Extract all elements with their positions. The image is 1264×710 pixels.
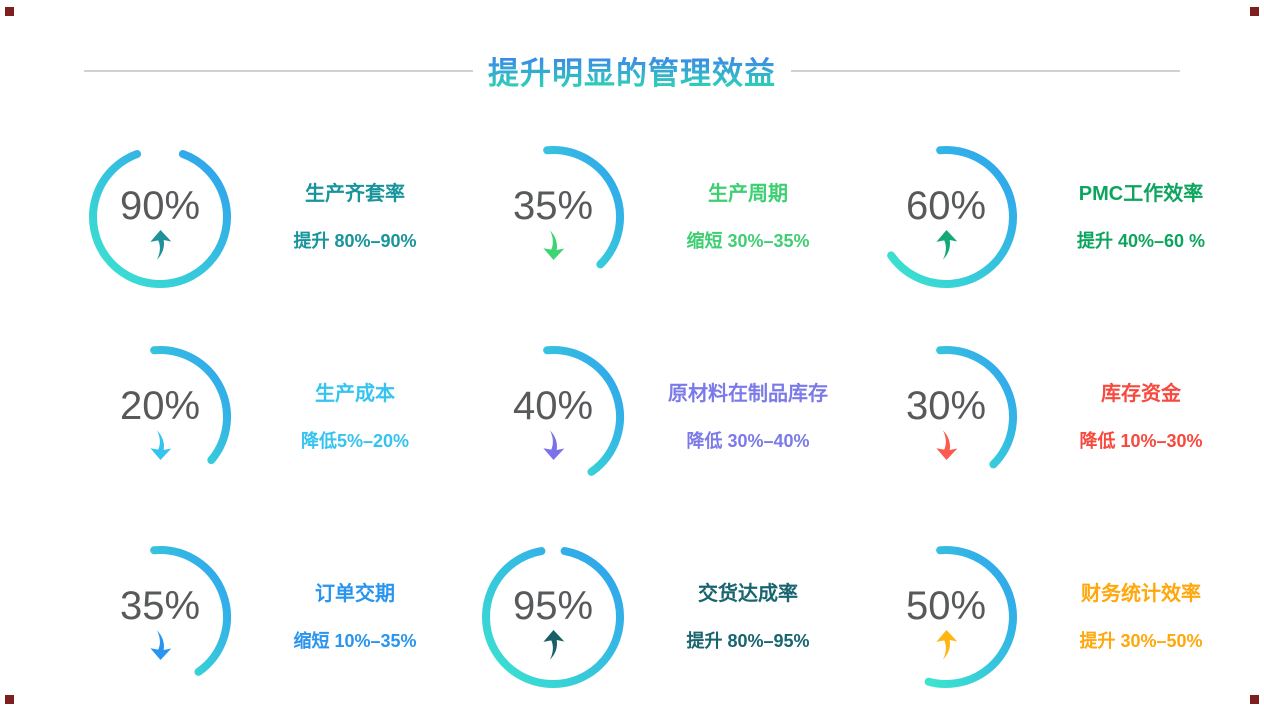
gauge-circle: 50% (871, 542, 1021, 692)
percent-value: 60% (905, 184, 987, 228)
gauge-circle: 20% (85, 342, 235, 492)
trend-down-arrow-icon (542, 230, 564, 260)
gauge-ring (482, 547, 624, 688)
gauge-card: 90% 生产齐套率 提升 80%–90% (85, 117, 478, 317)
gauge-ring (543, 146, 625, 269)
gauge-inner: 60% (871, 142, 1021, 292)
gauge-meta: 生产周期 缩短 30%–35% (648, 183, 848, 252)
gauge-meta: 生产齐套率 提升 80%–90% (255, 183, 455, 252)
metric-title: 生产成本 (315, 382, 395, 405)
trend-down-arrow-icon (542, 430, 564, 460)
gauge-ring (936, 346, 1018, 469)
percent-value: 30% (905, 384, 987, 428)
gauge-inner: 35% (85, 542, 235, 692)
gauge-meta: 交货达成率 提升 80%–95% (648, 583, 848, 652)
metric-range: 提升 80%–90% (293, 230, 417, 251)
percent-value: 90% (119, 184, 201, 228)
percent-value: 50% (905, 584, 987, 628)
metric-range: 降低 30%–40% (686, 430, 810, 451)
gauge-ring (150, 346, 231, 465)
gauge-inner: 50% (871, 542, 1021, 692)
gauge-inner: 40% (478, 342, 628, 492)
gauge-meta: 原材料在制品库存 降低 30%–40% (648, 383, 848, 452)
gauge-grid: 90% 生产齐套率 提升 80%–90% (85, 117, 1264, 710)
metric-range: 降低5%–20% (300, 430, 410, 451)
gauge-meta: 订单交期 缩短 10%–35% (255, 583, 455, 652)
percent-value: 35% (512, 184, 594, 228)
gauge-circle: 35% (478, 142, 628, 292)
trend-down-arrow-icon (149, 430, 171, 460)
metric-range: 提升 80%–95% (686, 630, 810, 651)
gauge-card: 35% 生产周期 缩短 30%–35% (478, 117, 871, 317)
gauge-card: 35% 订单交期 缩短 10%–35% (85, 517, 478, 710)
gauge-card: 20% 生产成本 降低5%–20% (85, 317, 478, 517)
gauge-circle: 60% (871, 142, 1021, 292)
gauge-meta: 生产成本 降低5%–20% (255, 383, 455, 452)
gauge-card: 50% 财务统计效率 提升 30%–50% (871, 517, 1264, 710)
gauge-inner: 35% (478, 142, 628, 292)
gauge-circle: 95% (478, 542, 628, 692)
gauge-inner: 95% (478, 542, 628, 692)
gauge-card: 30% 库存资金 降低 10%–30% (871, 317, 1264, 517)
metric-title: PMC工作效率 (1078, 182, 1204, 205)
percent-value: 35% (119, 584, 201, 628)
metric-title: 库存资金 (1101, 382, 1181, 405)
title-divider-right (791, 69, 1180, 72)
gauge-circle: 30% (871, 342, 1021, 492)
gauge-ring (543, 346, 624, 476)
corner-mark (5, 7, 14, 16)
header: 提升明显的管理效益 (84, 48, 1180, 93)
gauge-meta: 库存资金 降低 10%–30% (1041, 383, 1241, 452)
gauge-ring (887, 146, 1017, 288)
gauge-card: 40% 原材料在制品库存 降低 30%–40% (478, 317, 871, 517)
gauge-inner: 20% (85, 342, 235, 492)
title-divider-left (84, 69, 473, 72)
gauge-circle: 90% (85, 142, 235, 292)
percent-value: 40% (512, 384, 594, 428)
gauge-inner: 30% (871, 342, 1021, 492)
trend-up-arrow-icon (935, 230, 957, 260)
corner-mark (1250, 7, 1259, 16)
trend-up-arrow-icon (542, 630, 564, 660)
metric-title: 财务统计效率 (1081, 582, 1201, 605)
percent-value: 95% (512, 584, 594, 628)
gauge-ring (89, 150, 231, 288)
trend-down-arrow-icon (149, 630, 171, 660)
gauge-card: 60% PMC工作效率 提升 40%–60 % (871, 117, 1264, 317)
gauge-meta: PMC工作效率 提升 40%–60 % (1041, 183, 1241, 252)
corner-mark (5, 695, 14, 704)
trend-up-arrow-icon (935, 630, 957, 660)
percent-value: 20% (119, 384, 201, 428)
gauge-ring (150, 546, 231, 676)
metric-range: 缩短 30%–35% (686, 230, 810, 251)
page-title: 提升明显的管理效益 (488, 48, 776, 93)
metric-title: 交货达成率 (698, 582, 798, 605)
gauge-circle: 40% (478, 342, 628, 492)
gauge-ring (924, 546, 1017, 688)
metric-range: 降低 10%–30% (1079, 430, 1203, 451)
trend-up-arrow-icon (149, 230, 171, 260)
metric-range: 提升 40%–60 % (1076, 230, 1206, 251)
gauge-meta: 财务统计效率 提升 30%–50% (1041, 583, 1241, 652)
corner-mark (1250, 695, 1259, 704)
metric-title: 生产齐套率 (305, 182, 405, 205)
gauge-card: 95% 交货达成率 提升 80%–95% (478, 517, 871, 710)
metric-range: 缩短 10%–35% (293, 630, 417, 651)
gauge-circle: 35% (85, 542, 235, 692)
metric-title: 生产周期 (708, 182, 788, 205)
trend-down-arrow-icon (935, 430, 957, 460)
gauge-inner: 90% (85, 142, 235, 292)
metric-title: 订单交期 (315, 582, 395, 605)
metric-title: 原材料在制品库存 (668, 382, 828, 405)
metric-range: 提升 30%–50% (1079, 630, 1203, 651)
